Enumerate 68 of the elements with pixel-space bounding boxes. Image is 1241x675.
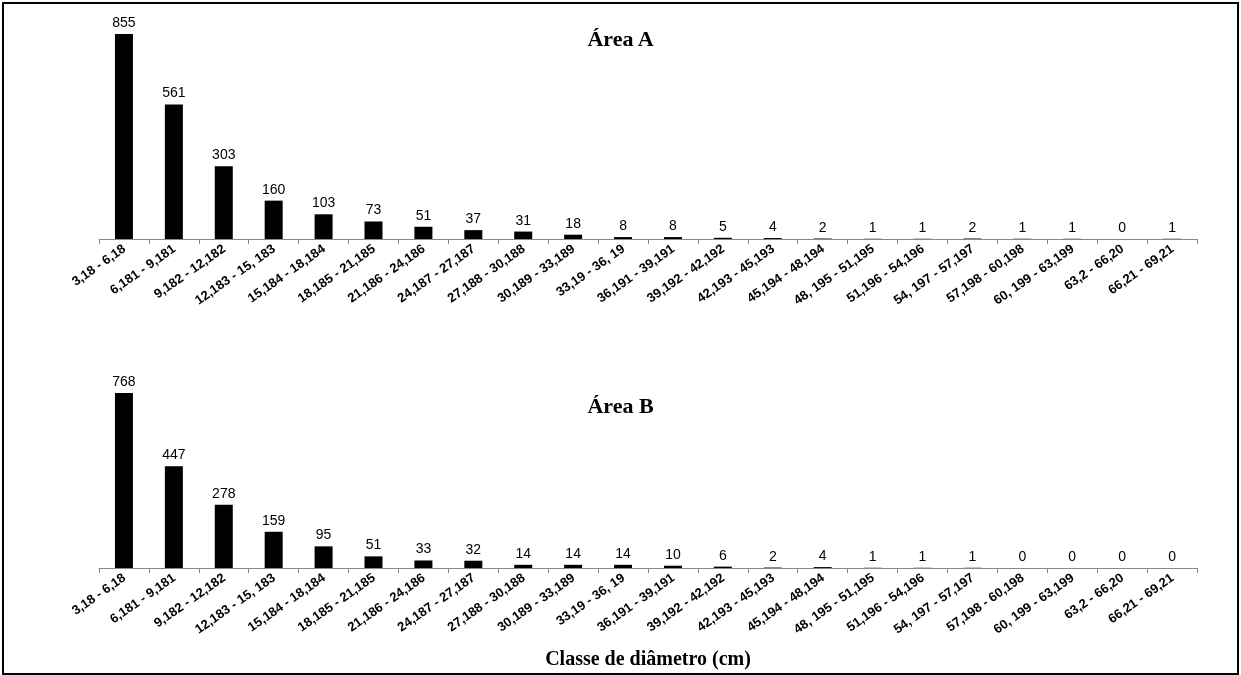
bar: [164, 104, 183, 239]
bar: [314, 214, 333, 239]
bar: [514, 564, 533, 568]
bar: [564, 234, 583, 239]
data-label: 2: [818, 218, 827, 235]
data-label: 160: [262, 180, 286, 197]
data-label: 1: [868, 218, 877, 235]
data-label: 447: [162, 446, 186, 463]
bar: [364, 556, 383, 568]
data-label: 4: [818, 547, 827, 564]
data-label: 103: [311, 194, 336, 211]
chart-title: Área B: [587, 392, 654, 418]
data-label: 159: [262, 511, 286, 528]
data-label: 6: [718, 546, 727, 563]
bar: [414, 226, 433, 239]
data-label: 303: [212, 146, 236, 163]
bar: [514, 231, 533, 239]
data-label: 32: [465, 540, 482, 557]
data-label: 51: [415, 206, 432, 223]
data-label: 1: [918, 218, 927, 235]
data-label: 8: [669, 217, 678, 234]
data-label: 4: [768, 218, 777, 235]
data-label: 0: [1068, 548, 1077, 564]
data-label: 768: [112, 373, 136, 389]
data-label: 561: [162, 84, 186, 101]
data-label: 855: [112, 14, 136, 30]
data-label: 14: [515, 544, 532, 561]
bar: [114, 393, 133, 568]
data-label: 5: [718, 217, 727, 234]
data-label: 2: [968, 218, 977, 235]
bar: [464, 560, 483, 568]
data-label: 51: [365, 536, 382, 553]
bar: [314, 546, 333, 568]
bar: [164, 466, 183, 568]
data-label: 37: [465, 210, 482, 227]
bar: [264, 200, 283, 239]
data-label: 278: [212, 484, 236, 501]
data-label: 1: [868, 547, 877, 564]
data-label: 1: [1168, 218, 1177, 235]
bar: [364, 221, 383, 239]
bar: [214, 504, 233, 568]
data-label: 14: [565, 544, 582, 561]
bar: [464, 230, 483, 239]
data-label: 8: [619, 217, 628, 234]
chart-title: Área A: [587, 25, 654, 51]
x-axis-title: Classe de diâmetro (cm): [545, 647, 751, 670]
data-label: 31: [515, 211, 532, 228]
data-label: 18: [565, 214, 582, 231]
data-label: 0: [1118, 548, 1127, 564]
data-label: 0: [1168, 548, 1177, 564]
bar: [264, 531, 283, 568]
data-label: 1: [968, 547, 977, 564]
data-label: 1: [918, 547, 927, 564]
data-label: 73: [365, 201, 382, 218]
data-label: 0: [1118, 219, 1127, 235]
data-label: 33: [415, 540, 432, 557]
data-label: 1: [1018, 218, 1027, 235]
data-label: 10: [665, 545, 681, 562]
bar: [564, 564, 583, 568]
data-label: 14: [615, 544, 632, 561]
data-label: 2: [768, 547, 777, 564]
bar: [614, 564, 633, 568]
bar: [414, 560, 433, 568]
data-label: 0: [1018, 548, 1027, 564]
data-label: 95: [315, 526, 332, 543]
bar: [114, 34, 133, 239]
bar: [214, 166, 233, 239]
data-label: 1: [1068, 218, 1077, 235]
